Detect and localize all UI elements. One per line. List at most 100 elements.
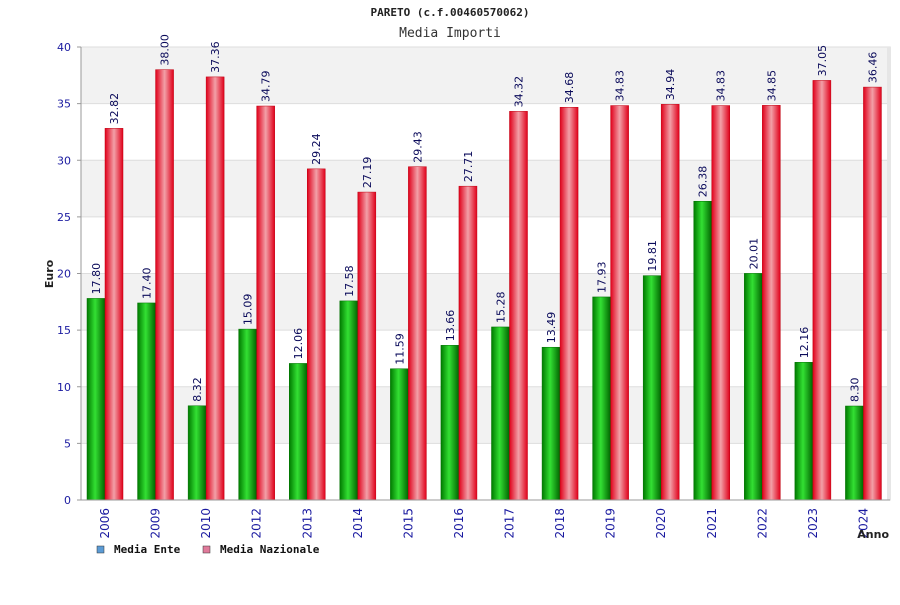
bar-nazionale bbox=[357, 191, 377, 501]
x-axis: 2006 2009 2010 2012 2013 2014 2015 2016 2017 2018… bbox=[81, 499, 890, 539]
bar-ente bbox=[86, 298, 106, 501]
y-axis-label: Euro bbox=[43, 259, 56, 288]
data-label: 8.32 bbox=[191, 377, 204, 402]
legend: Media Ente Media Nazionale bbox=[96, 543, 320, 556]
bar-nazionale bbox=[812, 80, 832, 501]
data-label: 17.93 bbox=[596, 261, 609, 293]
data-label: 32.82 bbox=[108, 93, 121, 125]
bar-ente bbox=[339, 300, 359, 501]
bar-nazionale bbox=[711, 105, 730, 501]
bars bbox=[86, 69, 882, 501]
x-axis-label: Anno bbox=[857, 528, 889, 541]
x-tick-label: 2006 bbox=[98, 508, 112, 539]
x-tick-label: 2017 bbox=[503, 508, 517, 539]
bar-nazionale bbox=[509, 111, 528, 501]
bar-ente bbox=[642, 275, 662, 501]
x-tick-label: 2014 bbox=[351, 508, 365, 539]
y-tick-label: 35 bbox=[57, 98, 71, 111]
data-labels: 17.80 32.82 17.40 38.00 8.32 37.36 15.09 34.79 1… bbox=[90, 34, 879, 402]
data-label: 8.30 bbox=[848, 378, 861, 403]
y-tick-label: 20 bbox=[57, 268, 71, 281]
x-tick-label: 2013 bbox=[300, 508, 314, 539]
data-label: 29.43 bbox=[411, 131, 424, 163]
data-label: 27.71 bbox=[462, 151, 475, 183]
bar-ente bbox=[238, 328, 257, 501]
data-label: 19.81 bbox=[646, 240, 659, 272]
y-tick-label: 15 bbox=[57, 324, 71, 337]
data-label: 12.16 bbox=[798, 327, 811, 359]
data-label: 27.19 bbox=[361, 157, 374, 189]
legend-label: Media Ente bbox=[114, 543, 181, 556]
bar-ente bbox=[187, 405, 207, 501]
bar-ente bbox=[390, 368, 409, 501]
chart-subtitle: Media Importi bbox=[399, 26, 501, 41]
data-label: 34.83 bbox=[614, 70, 627, 102]
bar-ente bbox=[744, 273, 763, 501]
legend-swatch bbox=[96, 545, 105, 554]
x-tick-label: 2022 bbox=[755, 508, 769, 539]
data-label: 15.09 bbox=[242, 294, 255, 326]
bar-nazionale bbox=[104, 128, 124, 501]
data-label: 34.83 bbox=[715, 70, 728, 102]
data-label: 38.00 bbox=[159, 34, 172, 66]
y-tick-label: 0 bbox=[64, 494, 71, 507]
chart-title: PARETO (c.f.00460570062) bbox=[371, 6, 530, 19]
x-tick-label: 2010 bbox=[199, 508, 213, 539]
bar-ente bbox=[440, 345, 460, 501]
bar-nazionale bbox=[408, 166, 427, 501]
data-label: 36.46 bbox=[866, 52, 879, 84]
data-label: 34.68 bbox=[563, 72, 576, 104]
data-label: 20.01 bbox=[747, 238, 760, 270]
data-label: 34.79 bbox=[260, 71, 273, 103]
data-label: 17.80 bbox=[90, 263, 103, 295]
data-label: 11.59 bbox=[393, 333, 406, 365]
x-tick-label: 2021 bbox=[705, 508, 719, 539]
x-tick-label: 2023 bbox=[806, 508, 820, 539]
data-label: 15.28 bbox=[495, 291, 508, 323]
data-label: 34.94 bbox=[664, 69, 677, 101]
data-label: 34.85 bbox=[765, 70, 778, 102]
y-tick-label: 25 bbox=[57, 211, 71, 224]
data-label: 17.40 bbox=[141, 267, 154, 299]
x-tick-label: 2024 bbox=[856, 508, 870, 539]
bar-nazionale bbox=[559, 106, 579, 501]
bar-ente bbox=[541, 346, 561, 501]
bar-nazionale bbox=[205, 76, 225, 501]
bar-ente bbox=[289, 363, 308, 501]
bar-nazionale bbox=[458, 185, 478, 501]
data-label: 13.66 bbox=[444, 310, 457, 342]
y-tick-label: 5 bbox=[64, 437, 71, 450]
bar-nazionale bbox=[307, 168, 326, 501]
x-tick-label: 2016 bbox=[452, 508, 466, 539]
x-tick-label: 2018 bbox=[553, 508, 567, 539]
x-tick-label: 2009 bbox=[149, 508, 163, 539]
data-label: 37.05 bbox=[816, 45, 829, 77]
bar-nazionale bbox=[762, 105, 781, 501]
bar-ente bbox=[592, 296, 611, 501]
legend-swatch bbox=[202, 545, 211, 554]
bar-ente bbox=[491, 326, 510, 501]
data-label: 12.06 bbox=[292, 328, 305, 360]
y-tick-label: 40 bbox=[57, 41, 71, 54]
data-label: 13.49 bbox=[545, 312, 558, 344]
y-axis: 0 5 10 15 20 25 30 35 40 bbox=[57, 41, 82, 507]
data-label: 37.36 bbox=[209, 41, 222, 73]
x-tick-label: 2015 bbox=[401, 508, 415, 539]
y-tick-label: 10 bbox=[57, 381, 71, 394]
bar-ente bbox=[794, 362, 814, 501]
plot-edge bbox=[887, 47, 890, 500]
data-label: 17.58 bbox=[343, 265, 356, 297]
legend-label: Media Nazionale bbox=[220, 543, 320, 556]
x-tick-label: 2020 bbox=[654, 508, 668, 539]
bar-nazionale bbox=[155, 69, 174, 501]
bar-nazionale bbox=[610, 105, 629, 501]
x-tick-label: 2019 bbox=[604, 508, 618, 539]
y-tick-label: 30 bbox=[57, 154, 71, 167]
data-label: 34.32 bbox=[513, 76, 526, 108]
data-label: 26.38 bbox=[697, 166, 710, 198]
bar-nazionale bbox=[256, 105, 275, 501]
x-tick-label: 2012 bbox=[250, 508, 264, 539]
bar-nazionale bbox=[863, 86, 882, 501]
